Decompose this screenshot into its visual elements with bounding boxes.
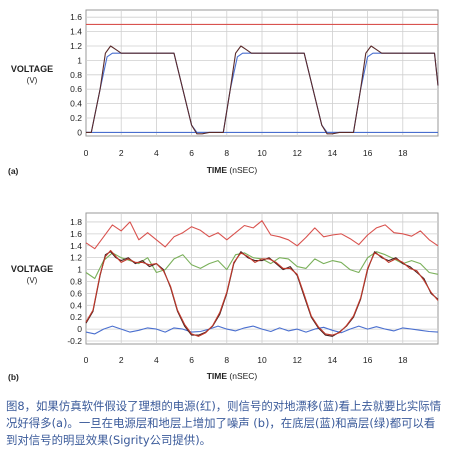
y-tick-label: 0.4: [70, 300, 82, 310]
y-tick-label: 1.4: [70, 241, 82, 251]
x-tick-label: 6: [189, 355, 194, 365]
y-tick-label: 0.2: [70, 312, 82, 322]
x-axis-unit: (nSEC): [229, 371, 257, 381]
x-tick-label: 16: [363, 355, 373, 365]
x-axis-title: TIME: [207, 165, 230, 175]
x-tick-label: 14: [328, 355, 338, 365]
panel-label: (b): [8, 372, 19, 382]
series-line-3: [86, 45, 439, 135]
panel-label: (a): [8, 166, 19, 176]
x-tick-label: 8: [224, 355, 229, 365]
x-axis-label: TIME (nSEC): [207, 371, 258, 381]
y-tick-label: -0.2: [67, 336, 82, 346]
y-tick-label: 1: [77, 265, 82, 275]
y-tick-label: 0.4: [70, 99, 82, 109]
panel-a: 0 0.2 0.4 0.6 0.8 1 1.2 1.4 1.6 0 2 4 6 8 10 12 14 16 18 VO…: [8, 9, 439, 176]
y-tick-label: 1.6: [70, 12, 82, 22]
series-line-4: [85, 249, 439, 337]
x-tick-label: 0: [84, 355, 89, 365]
y-tick-label: 0.6: [70, 288, 82, 298]
x-axis-label: TIME (nSEC): [207, 165, 258, 175]
x-tick-label: 2: [119, 355, 124, 365]
y-tick-label: 1: [77, 55, 82, 65]
x-axis-unit: (nSEC): [229, 165, 257, 175]
x-tick-label: 16: [363, 148, 373, 158]
y-tick-label: 1.4: [70, 27, 82, 37]
x-tick-label: 12: [292, 355, 302, 365]
x-tick-label: 12: [292, 148, 302, 158]
y-tick-label: 0.8: [70, 276, 82, 286]
y-tick-label: 0: [77, 324, 82, 334]
x-tick-label: 14: [328, 148, 338, 158]
y-axis-unit: (V): [27, 276, 38, 285]
y-axis-label: VOLTAGE: [11, 264, 53, 274]
y-tick-label: 1.2: [70, 41, 82, 51]
figure-caption: 图8，如果仿真软件假设了理想的电源(红)，则信号的对地漂移(蓝)看上去就要比实际…: [6, 399, 442, 447]
y-axis-label: VOLTAGE: [11, 64, 53, 74]
x-tick-label: 10: [257, 148, 267, 158]
x-tick-label: 10: [257, 355, 267, 365]
y-tick-label: 0.8: [70, 70, 82, 80]
panel-b: -0.200.20.40.60.811.21.41.61.80 2 4 6 8 10 12 1…: [8, 212, 439, 382]
x-tick-label: 6: [189, 148, 194, 158]
y-tick-label: 1.8: [70, 217, 82, 227]
y-tick-label: 0.2: [70, 113, 82, 123]
x-axis-title: TIME: [207, 371, 230, 381]
y-axis-unit: (V): [27, 76, 38, 85]
y-tick-label: 1.6: [70, 229, 82, 239]
x-tick-label: 18: [398, 148, 408, 158]
y-tick-label: 0.6: [70, 84, 82, 94]
x-tick-label: 18: [398, 355, 408, 365]
y-tick-label: 0: [77, 127, 82, 137]
x-tick-label: 4: [154, 148, 159, 158]
y-tick-label: 1.2: [70, 253, 82, 263]
series-line-0: [85, 220, 439, 250]
x-tick-label: 4: [154, 355, 159, 365]
x-tick-label: 0: [84, 148, 89, 158]
series-line-2: [85, 325, 439, 335]
x-tick-label: 2: [119, 148, 124, 158]
x-tick-label: 8: [224, 148, 229, 158]
